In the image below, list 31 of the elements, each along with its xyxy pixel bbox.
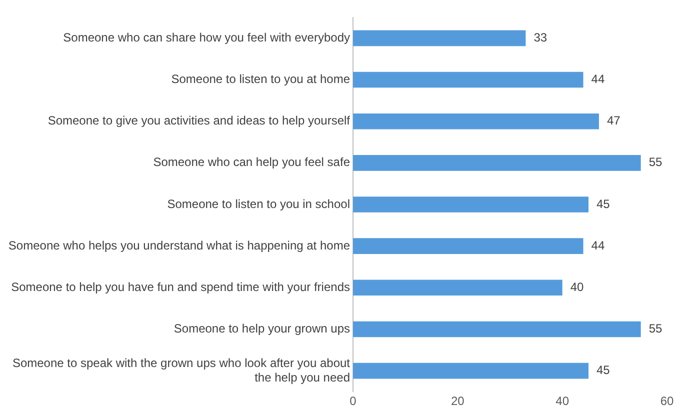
data-label: 40 bbox=[570, 280, 584, 294]
y-tick-label: Someone who helps you understand what is happening at home bbox=[8, 238, 350, 252]
x-tick-label: 0 bbox=[350, 394, 357, 408]
data-label: 45 bbox=[596, 363, 610, 378]
y-tick-label: Someone who can share how you feel with everybody bbox=[63, 30, 350, 44]
x-tick-label: 20 bbox=[450, 394, 465, 408]
bar bbox=[353, 238, 584, 254]
bar bbox=[353, 155, 641, 171]
bar bbox=[353, 196, 588, 212]
y-tick-label: Someone to speak with the grown ups who look after you about the help you need bbox=[12, 356, 351, 384]
x-tick-label: 40 bbox=[556, 394, 570, 408]
y-tick-label: Someone to help you have fun and spend time with your friends bbox=[11, 280, 350, 294]
bar bbox=[353, 362, 588, 379]
data-label: 44 bbox=[591, 72, 605, 86]
y-tick-label: Someone to listen to you in school bbox=[167, 196, 350, 211]
data-label: 45 bbox=[596, 196, 610, 211]
bar bbox=[353, 280, 562, 296]
bar bbox=[353, 30, 526, 46]
data-label: 47 bbox=[606, 114, 621, 128]
y-tick-label: Someone who can help you feel safe bbox=[153, 155, 350, 170]
bar bbox=[353, 113, 599, 130]
bar bbox=[353, 72, 584, 88]
y-tick-label: Someone to help your grown ups bbox=[174, 322, 350, 336]
data-label: 55 bbox=[648, 155, 663, 170]
bar bbox=[353, 321, 641, 338]
x-tick-label: 60 bbox=[660, 394, 674, 408]
data-label: 55 bbox=[648, 322, 663, 336]
data-label: 44 bbox=[591, 238, 605, 252]
data-label: 33 bbox=[534, 30, 548, 44]
y-tick-label: Someone to give you activities and ideas to help yourself bbox=[48, 114, 351, 128]
y-tick-label: Someone to listen to you at home bbox=[171, 72, 350, 86]
